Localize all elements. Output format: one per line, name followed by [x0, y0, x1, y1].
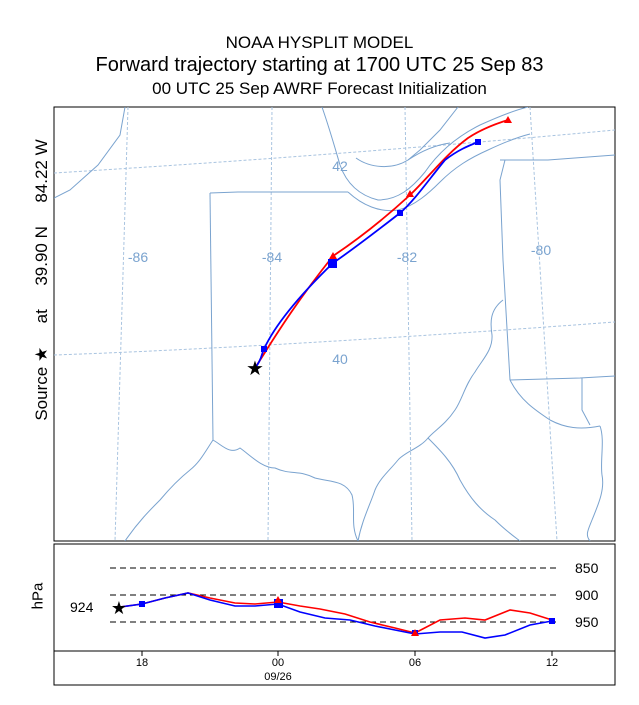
blue-height-marker — [139, 601, 145, 607]
blue-trajectory-marker — [261, 346, 267, 352]
lon-label-86: -86 — [128, 249, 148, 265]
time-labels: 18 00 06 12 09/26 — [136, 657, 558, 683]
ohio-river-west — [124, 439, 214, 541]
lon-line-84 — [267, 107, 273, 541]
ohio-wv-river — [397, 299, 504, 461]
wv-kentucky-border — [357, 459, 399, 541]
forecast-info: 00 UTC 25 Sep AWRF Forecast Initializati… — [152, 79, 487, 98]
blue-trajectory-marker — [397, 210, 403, 216]
chart-subtitle: Forward trajectory starting at 1700 UTC … — [95, 54, 544, 76]
time-axis-frame — [53, 650, 616, 686]
detroit-river — [407, 107, 459, 161]
start-star-icon: ★ — [111, 598, 127, 619]
pressure-label-850: 850 — [575, 560, 599, 576]
time-ticks — [141, 651, 553, 656]
vertical-panel-frame — [53, 543, 616, 652]
blue-trajectory-marker — [328, 259, 337, 268]
pennsylvania-ny-border — [500, 154, 615, 161]
pressure-label-950: 950 — [575, 614, 599, 630]
pressure-labels: 850 900 950 — [575, 560, 599, 630]
red-trajectory-marker — [329, 252, 337, 259]
blue-height-marker — [274, 599, 283, 608]
lon-line-86 — [114, 107, 129, 541]
lake-erie-north-shore — [321, 107, 529, 201]
red-height-profile — [119, 592, 553, 634]
red-trajectory-marker — [504, 116, 512, 123]
lon-label-80: -80 — [531, 242, 551, 258]
ohio-river — [212, 439, 359, 541]
blue-trajectory-marker — [475, 139, 481, 145]
map-layer — [54, 107, 615, 541]
red-height-marker — [274, 596, 282, 603]
map-frame — [53, 106, 616, 542]
red-trajectory-line — [254, 119, 509, 369]
map-labels: -86 -84 -82 -80 42 40 — [128, 158, 551, 367]
pennsylvania-maryland-border — [509, 375, 615, 381]
maryland-panhandle — [509, 379, 601, 429]
lake-michigan-shore — [54, 107, 126, 199]
pressure-label-900: 900 — [575, 587, 599, 603]
time-label-18: 18 — [136, 657, 148, 669]
boundaries — [54, 107, 615, 541]
illinois-indiana-border — [209, 192, 214, 441]
indiana-michigan-border — [209, 191, 300, 194]
chart-title: NOAA HYSPLIT MODEL — [225, 33, 414, 52]
time-label-12: 12 — [546, 657, 558, 669]
lake-erie-western-basin — [355, 142, 451, 167]
lake-erie-south-shore — [347, 133, 531, 212]
lat-label-40: 40 — [332, 351, 348, 367]
start-pressure-value: 924 — [70, 599, 94, 615]
wv-virginia-border — [427, 437, 521, 541]
pressure-axis-label: hPa — [29, 582, 47, 610]
source-star-icon: ★ — [246, 356, 264, 380]
lon-line-82 — [404, 107, 413, 541]
lat-label-42: 42 — [332, 158, 348, 174]
lat-line-42 — [54, 129, 615, 174]
blue-height-profile — [119, 592, 553, 639]
graticule — [54, 107, 615, 541]
date-label: 09/26 — [264, 671, 292, 683]
red-height-marker — [411, 629, 419, 636]
lon-line-80 — [529, 107, 558, 541]
ohio-pennsylvania-border — [499, 159, 511, 381]
lon-label-82: -82 — [397, 249, 417, 265]
maryland-west-border — [581, 378, 591, 426]
pressure-lines — [110, 567, 556, 623]
blue-height-marker — [549, 618, 555, 624]
time-label-06: 06 — [409, 657, 421, 669]
lon-label-84: -84 — [262, 249, 282, 265]
time-label-00: 00 — [272, 657, 284, 669]
virginia-coast-boundary — [586, 425, 604, 541]
red-trajectory-marker — [406, 190, 414, 197]
